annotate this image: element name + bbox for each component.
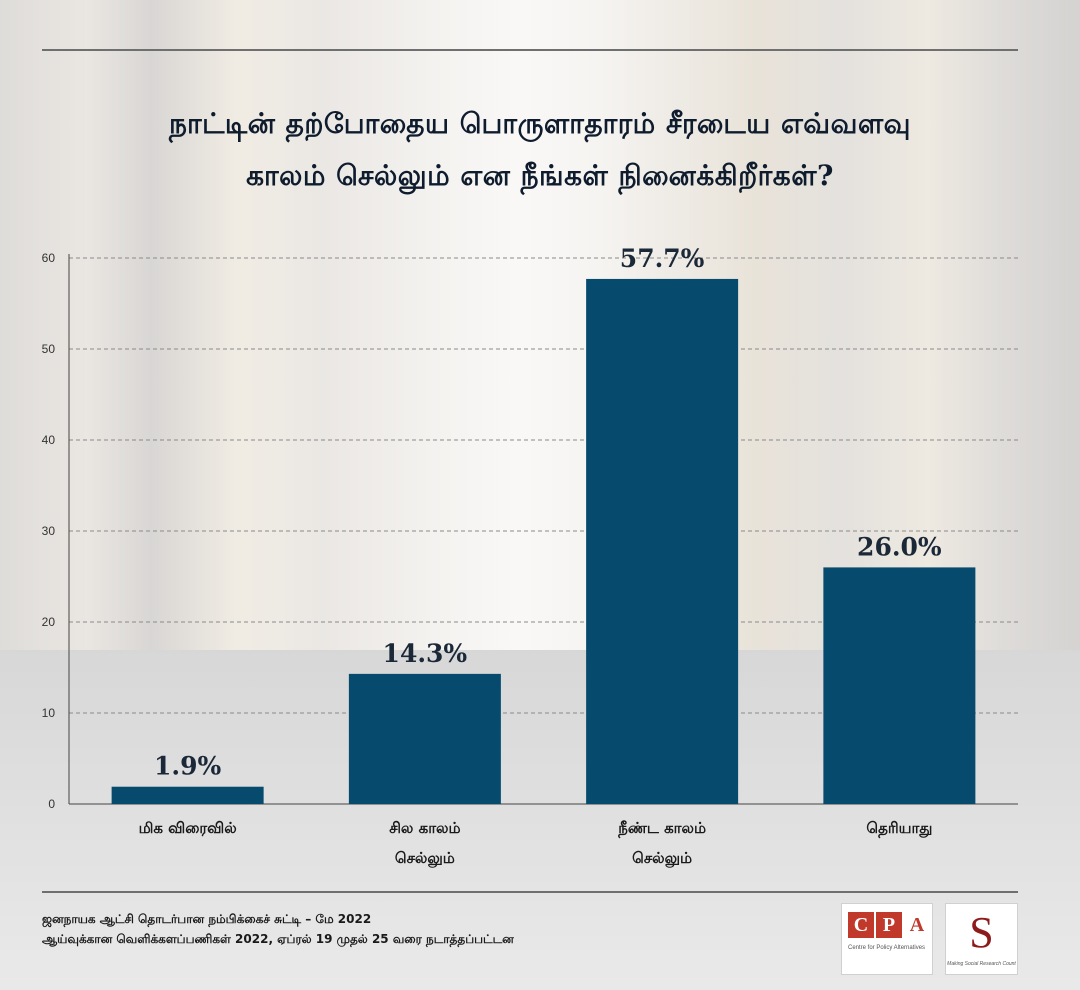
y-tick-label: 40 — [42, 433, 56, 447]
footer-line-1: ஜனநாயக ஆட்சி தொடர்பான நம்பிக்கைச் சுட்டி… — [42, 912, 372, 926]
cpa-logo-subtext: Centre for Policy Alternatives — [848, 945, 926, 951]
chart-title: நாட்டின் தற்போதைய பொருளாதாரம் சீரடைய எவ்… — [40, 98, 1040, 202]
y-tick-label: 30 — [42, 524, 56, 538]
x-category-label-line: நீண்ட காலம் — [617, 819, 706, 838]
y-tick-label: 50 — [42, 342, 56, 356]
src-logo: S Making Social Research Count — [945, 903, 1018, 975]
bar-value-label: 26.0% — [857, 532, 942, 561]
cpa-letter-c: C — [848, 912, 874, 938]
bar — [586, 278, 739, 804]
x-category-label-line: சில காலம் — [389, 819, 460, 837]
y-tick-label: 60 — [42, 251, 56, 265]
y-tick-label: 10 — [42, 706, 56, 720]
y-tick-label: 20 — [42, 615, 56, 629]
x-category-label: மிக விரைவில் — [139, 819, 237, 837]
x-category-label-line: செல்லும் — [632, 849, 692, 868]
title-line-1: நாட்டின் தற்போதைய பொருளாதாரம் சீரடைய எவ்… — [169, 107, 911, 140]
src-logo-subtext: Making Social Research Count — [947, 961, 1016, 967]
bar — [111, 786, 264, 804]
cpa-letter-a: A — [904, 912, 930, 938]
bar — [823, 567, 976, 804]
x-category-label: சில காலம் செல்லும் — [389, 819, 460, 868]
title-line-2: காலம் செல்லும் என நீங்கள் நினைக்கிறீர்கள… — [246, 159, 834, 192]
footer-notes: ஜனநாயக ஆட்சி தொடர்பான நம்பிக்கைச் சுட்டி… — [42, 909, 514, 949]
x-category-label-line: தெரியாது — [866, 819, 932, 838]
y-tick-label: 0 — [48, 797, 55, 811]
bar-chart: 0 10 20 30 40 50 60 1.9% மிக விரைவில் 14.3% சில கா… — [42, 244, 1018, 868]
bar — [348, 673, 501, 804]
x-category-label-line: செல்லும் — [395, 849, 455, 868]
src-logo-mark: S — [969, 908, 994, 957]
top-rule — [42, 49, 1018, 51]
cpa-logo: C P A Centre for Policy Alternatives — [841, 903, 933, 975]
x-category-label: நீண்ட காலம் செல்லும் — [617, 819, 706, 868]
bar-value-label: 57.7% — [620, 244, 705, 273]
footer-line-2: ஆய்வுக்கான வெளிக்களப்பணிகள் 2022, ஏப்ரல்… — [42, 932, 514, 946]
cpa-logo-letters: C P A — [848, 912, 932, 938]
x-category-label-line: மிக விரைவில் — [139, 819, 237, 837]
bottom-rule — [42, 891, 1018, 893]
cpa-letter-p: P — [876, 912, 902, 938]
bar-value-label: 1.9% — [154, 752, 221, 781]
x-category-label: தெரியாது — [866, 819, 932, 838]
bar-value-label: 14.3% — [383, 639, 468, 668]
